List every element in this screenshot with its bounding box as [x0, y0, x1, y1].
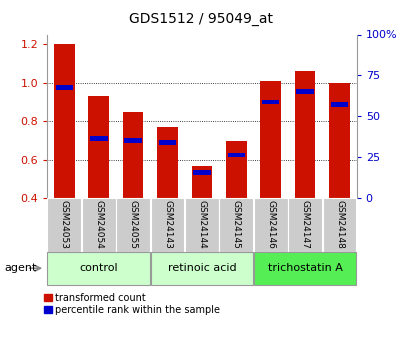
Bar [253, 198, 287, 252]
Bar [219, 198, 252, 252]
Text: GSM24054: GSM24054 [94, 200, 103, 249]
Bar [151, 198, 184, 252]
Bar [90, 136, 107, 141]
Bar [330, 102, 347, 107]
Bar [151, 252, 252, 285]
Bar [56, 85, 73, 90]
Bar [82, 198, 115, 252]
Legend: transformed count, percentile rank within the sample: transformed count, percentile rank withi… [44, 293, 220, 315]
Text: GSM24055: GSM24055 [128, 200, 137, 249]
Text: retinoic acid: retinoic acid [167, 263, 236, 273]
Text: GSM24145: GSM24145 [231, 200, 240, 249]
Text: GSM24147: GSM24147 [300, 200, 309, 249]
Bar [225, 140, 246, 198]
Bar [88, 96, 109, 198]
Bar [296, 89, 313, 94]
Text: GSM24144: GSM24144 [197, 200, 206, 249]
Bar [116, 198, 150, 252]
Bar [288, 198, 321, 252]
Text: GSM24053: GSM24053 [60, 200, 69, 249]
Bar [227, 152, 245, 157]
Bar [328, 83, 349, 198]
Bar [47, 198, 81, 252]
Bar [157, 127, 178, 198]
Bar [54, 44, 74, 198]
Bar [158, 140, 176, 145]
Text: GDS1512 / 95049_at: GDS1512 / 95049_at [128, 12, 272, 26]
Bar [261, 100, 279, 105]
Text: GSM24148: GSM24148 [334, 200, 343, 249]
Text: trichostatin A: trichostatin A [267, 263, 342, 273]
Bar [322, 198, 355, 252]
Bar [184, 198, 218, 252]
Bar [193, 170, 210, 175]
Text: GSM24143: GSM24143 [163, 200, 172, 249]
Bar [294, 71, 315, 198]
Text: control: control [79, 263, 118, 273]
Bar [47, 252, 150, 285]
Text: GSM24146: GSM24146 [265, 200, 274, 249]
Bar [123, 112, 143, 198]
Bar [260, 81, 280, 198]
Bar [124, 138, 142, 143]
Text: agent: agent [4, 263, 36, 273]
Bar [253, 252, 355, 285]
Bar [191, 166, 212, 198]
